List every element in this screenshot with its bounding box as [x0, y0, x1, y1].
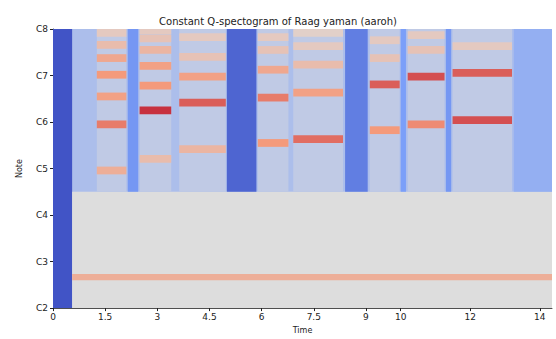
svg-text:Constant Q-spectogram of Raag: Constant Q-spectogram of Raag yaman (aar…: [159, 16, 397, 27]
svg-text:12: 12: [465, 312, 476, 322]
svg-text:14: 14: [534, 312, 546, 322]
svg-text:C5: C5: [36, 164, 48, 174]
svg-text:C3: C3: [36, 257, 48, 267]
svg-text:10: 10: [395, 312, 407, 322]
svg-text:C2: C2: [36, 303, 48, 313]
svg-text:7.5: 7.5: [307, 312, 321, 322]
svg-text:4.5: 4.5: [202, 312, 216, 322]
svg-text:9: 9: [363, 312, 369, 322]
svg-text:Time: Time: [292, 326, 313, 335]
svg-text:1.5: 1.5: [98, 312, 112, 322]
svg-text:C4: C4: [36, 210, 48, 220]
svg-text:C7: C7: [36, 71, 48, 81]
svg-text:C6: C6: [36, 117, 48, 127]
svg-text:3: 3: [154, 312, 160, 322]
svg-text:6: 6: [259, 312, 265, 322]
svg-text:C8: C8: [36, 24, 48, 34]
svg-text:0: 0: [50, 312, 56, 322]
svg-text:Note: Note: [15, 159, 24, 178]
